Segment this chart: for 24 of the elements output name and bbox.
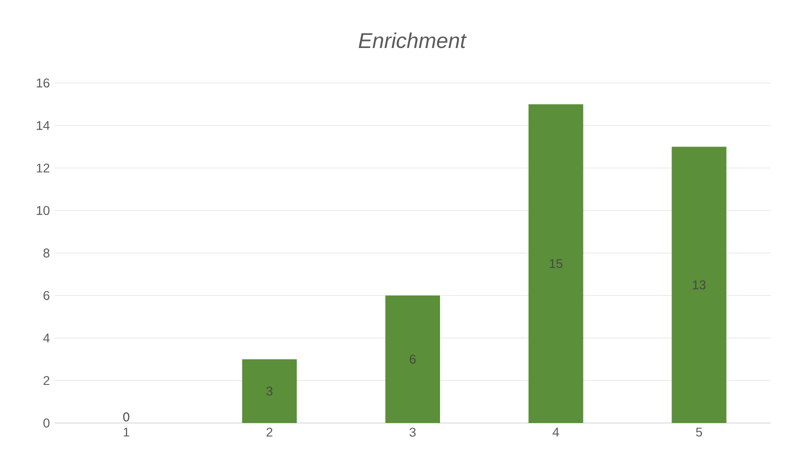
y-tick-label: 2	[44, 376, 50, 385]
y-tick-label: 8	[43, 248, 50, 258]
x-tick-label: 5	[696, 428, 702, 437]
x-tick-label: 2	[266, 428, 272, 437]
y-tick-label: 10	[36, 206, 50, 215]
y-tick-label: 0	[43, 418, 50, 428]
x-tick-label: 1	[124, 428, 130, 436]
data-label: 13	[692, 280, 706, 290]
chart-title: Enrichment	[358, 32, 467, 48]
bar	[242, 359, 297, 423]
y-tick-label: 16	[36, 78, 50, 88]
data-label: 6	[410, 354, 416, 364]
y-tick-label: 14	[36, 121, 50, 130]
bar	[385, 296, 440, 423]
data-label: 0	[123, 412, 130, 422]
y-tick-label: 12	[36, 164, 50, 172]
x-tick-label: 4	[552, 428, 560, 436]
bar	[528, 104, 584, 423]
data-label: 15	[550, 259, 562, 268]
y-tick-label: 4	[43, 334, 50, 342]
x-tick-label: 3	[410, 428, 416, 437]
data-label: 3	[266, 386, 272, 396]
y-tick-label: 6	[44, 291, 50, 300]
bar	[672, 146, 726, 423]
